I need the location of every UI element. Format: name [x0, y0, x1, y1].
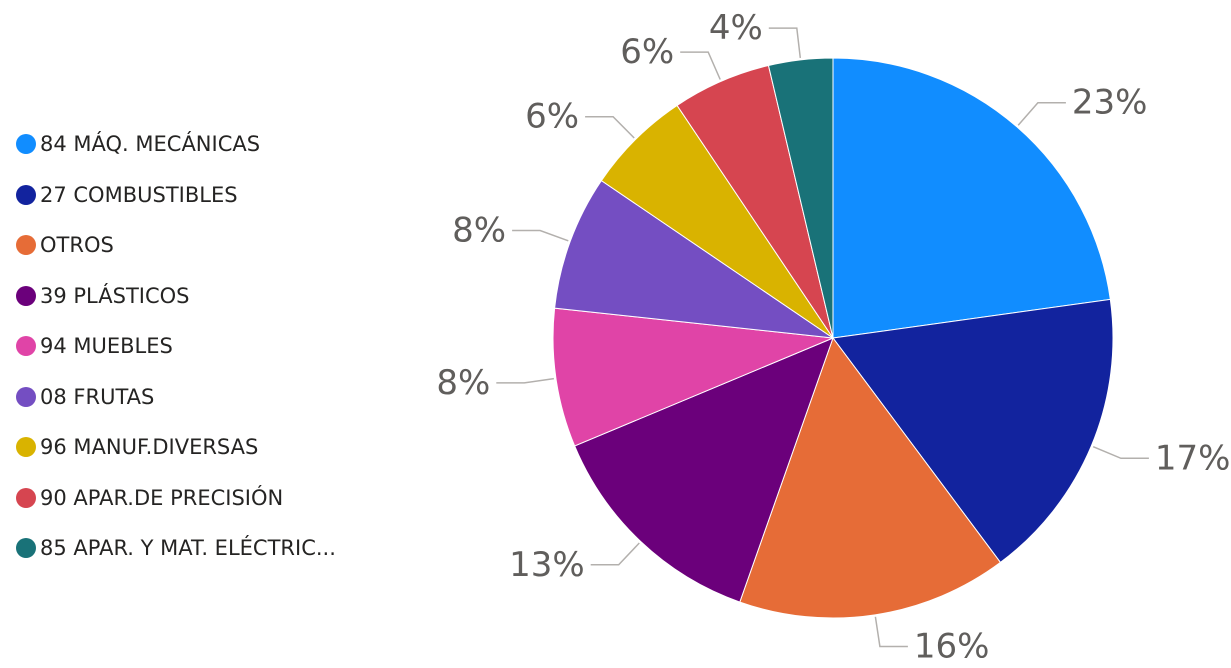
pie-slice[interactable]	[739, 336, 1002, 619]
legend-label: 84 MÁQ. MECÁNICAS	[40, 132, 261, 157]
data-label: 6%	[620, 32, 674, 72]
legend-item[interactable]: OTROS	[16, 220, 336, 271]
data-label: 6%	[525, 97, 579, 137]
legend-label: 08 FRUTAS	[40, 384, 155, 409]
pie-slice[interactable]	[832, 57, 1111, 339]
leader-line	[680, 51, 721, 80]
legend-item[interactable]: 85 APAR. Y MAT. ELÉCTRIC...	[16, 523, 336, 574]
data-label: 23%	[1072, 83, 1148, 123]
data-label: 8%	[436, 363, 490, 403]
leader-line	[1092, 446, 1149, 460]
legend-swatch	[16, 538, 36, 559]
legend-item[interactable]: 96 MANUF.DIVERSAS	[16, 422, 336, 473]
leader-line	[874, 616, 908, 648]
leader-line	[768, 27, 802, 58]
legend-item[interactable]: 84 MÁQ. MECÁNICAS	[16, 119, 336, 170]
leader-line	[585, 115, 635, 139]
pie-slice[interactable]	[552, 307, 834, 447]
legend-label: 85 APAR. Y MAT. ELÉCTRIC...	[40, 536, 336, 561]
legend-item[interactable]: 39 PLÁSTICOS	[16, 271, 336, 322]
pie-slice[interactable]	[767, 57, 834, 339]
legend-label: 90 APAR.DE PRECISIÓN	[40, 485, 284, 510]
legend-swatch	[16, 336, 36, 357]
data-label: 8%	[452, 211, 506, 251]
legend-swatch	[16, 285, 36, 306]
legend-label: 39 PLÁSTICOS	[40, 283, 190, 308]
legend-label: 27 COMBUSTIBLES	[40, 182, 238, 207]
leader-line	[512, 229, 569, 242]
data-label: 13%	[509, 545, 585, 585]
legend-label: OTROS	[40, 233, 114, 258]
pie-slice[interactable]	[832, 298, 1114, 564]
pie-slice[interactable]	[573, 337, 834, 603]
data-label: 4%	[709, 8, 763, 48]
legend-label: 96 MANUF.DIVERSAS	[40, 435, 259, 460]
legend-label: 94 MUEBLES	[40, 334, 173, 359]
pie-slice[interactable]	[554, 179, 834, 339]
legend-item[interactable]: 08 FRUTAS	[16, 372, 336, 423]
legend-item[interactable]: 27 COMBUSTIBLES	[16, 170, 336, 221]
legend-swatch	[16, 235, 36, 256]
legend-swatch	[16, 134, 36, 155]
legend: 84 MÁQ. MECÁNICAS 27 COMBUSTIBLES OTROS 39 …	[16, 119, 336, 574]
leader-line	[496, 377, 555, 384]
data-label: 17%	[1155, 438, 1231, 478]
data-label: 16%	[914, 627, 990, 667]
legend-swatch	[16, 184, 36, 205]
legend-item[interactable]: 94 MUEBLES	[16, 321, 336, 372]
legend-swatch	[16, 437, 36, 458]
legend-swatch	[16, 487, 36, 508]
legend-item[interactable]: 90 APAR.DE PRECISIÓN	[16, 473, 336, 524]
legend-swatch	[16, 386, 36, 407]
leader-line	[1017, 101, 1066, 126]
leader-line	[590, 542, 640, 566]
